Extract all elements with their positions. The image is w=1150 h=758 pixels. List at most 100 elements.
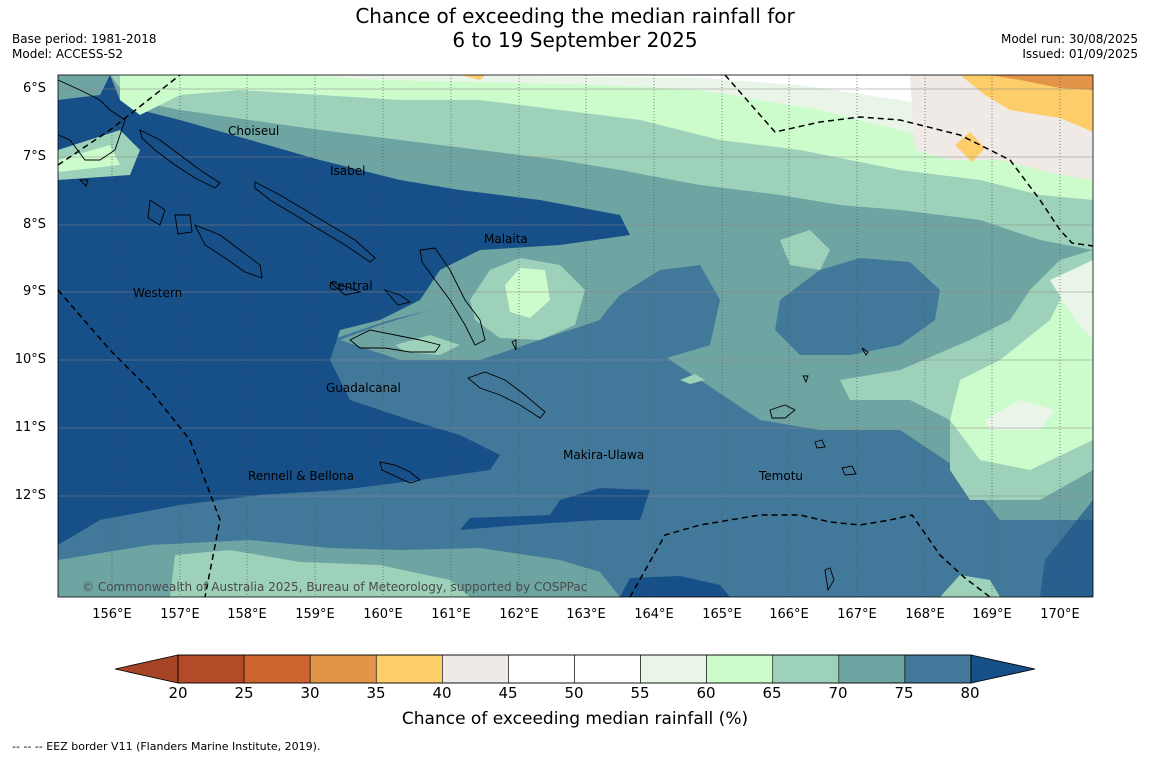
colorbar-cell (375, 654, 443, 684)
colorbar-cell (706, 654, 774, 684)
island-small3 (861, 347, 869, 356)
island-makira (467, 371, 546, 419)
lon-label-169e: 169°E (972, 607, 1012, 622)
region-label-central: Central (329, 279, 373, 293)
lat-label-7s: 7°S (22, 149, 46, 164)
colorbar-tick-65: 65 (762, 684, 782, 702)
map-frame (57, 74, 1094, 598)
island-isabel (254, 181, 376, 263)
island-new-georgia (194, 224, 263, 279)
colorbar-title: Chance of exceeding median rainfall (%) (401, 709, 749, 729)
lat-label-11s: 11°S (14, 420, 46, 435)
colorbar-tick-60: 60 (696, 684, 716, 702)
map-title: Chance of exceeding the median rainfall … (0, 4, 1150, 52)
colorbar-cell (309, 654, 377, 684)
band-65-70-east-spot (780, 230, 830, 270)
band-80-patch-s (620, 576, 730, 597)
lon-label-160e: 160°E (363, 607, 403, 622)
lon-label-164e: 164°E (634, 607, 674, 622)
island-vella (147, 199, 166, 226)
lon-label-162e: 162°E (499, 607, 539, 622)
colorbar-cell (442, 654, 509, 684)
colorbar-cells (177, 654, 972, 684)
island-choiseul (139, 129, 221, 189)
band-65-70-guad (395, 335, 460, 355)
colorbar-tick-50: 50 (564, 684, 584, 702)
region-label-makira-ulawa: Makira-Ulawa (563, 448, 645, 462)
lat-label-10s: 10°S (14, 352, 46, 367)
island-vanikoro (841, 465, 857, 476)
lon-gridlines (111, 75, 1061, 597)
lat-label-6s: 6°S (22, 81, 46, 96)
colorbar-tick-30: 30 (300, 684, 320, 702)
island-small4 (802, 375, 809, 384)
colorbar-cell (177, 654, 245, 684)
island-guadalcanal (349, 329, 441, 353)
copyright-text: © Commonwealth of Australia 2025, Bureau… (82, 580, 588, 594)
lat-label-8s: 8°S (22, 217, 46, 232)
map-title-line1: Chance of exceeding the median rainfall … (355, 4, 795, 28)
colorbar (114, 654, 1036, 684)
band-65-70-spot (680, 374, 705, 384)
model-run-text: Model run: 30/08/2025 (1000, 32, 1138, 46)
band-60-65-east (950, 260, 1093, 470)
region-label-western: Western (133, 286, 183, 300)
band-55-60-east2 (1050, 260, 1093, 340)
band-65-70-south (170, 550, 470, 597)
island-small (78, 179, 89, 187)
band-65-70-se (940, 575, 1000, 597)
band-75-80-center (590, 265, 720, 360)
lat-label-9s: 9°S (22, 284, 46, 299)
region-label-rennell-bellona: Rennell & Bellona (248, 469, 355, 483)
band-30-35-ne (990, 75, 1093, 90)
band-80-se (1040, 500, 1093, 597)
island-bougainville (57, 79, 126, 161)
lon-label-165e: 165°E (702, 607, 742, 622)
band-35-40-spot (955, 132, 985, 162)
band-70-75-nw (58, 75, 110, 100)
island-south (824, 567, 835, 592)
colorbar-tick-40: 40 (432, 684, 452, 702)
island-kolombangara (174, 214, 193, 235)
colorbar-frame (177, 654, 972, 684)
band-35-40-n (460, 75, 485, 80)
island-central (329, 281, 362, 296)
colorbar-tick-35: 35 (366, 684, 386, 702)
band-80-patch (460, 488, 650, 530)
colorbar-cell (574, 654, 641, 684)
colorbar-cell (508, 654, 575, 684)
lon-label-167e: 167°E (837, 607, 877, 622)
region-label-temotu: Temotu (759, 469, 804, 483)
region-label-malaita: Malaita (484, 232, 528, 246)
lon-label-163e: 163°E (566, 607, 606, 622)
colorbar-tick-70: 70 (828, 684, 848, 702)
lon-label-168e: 168°E (905, 607, 945, 622)
colorbar-cell (904, 654, 972, 684)
islands (57, 79, 869, 592)
island-small2 (511, 339, 517, 351)
island-russell (383, 289, 412, 306)
colorbar-tick-25: 25 (234, 684, 254, 702)
base-period-text: Base period: 1981-2018 (12, 32, 157, 46)
issued-text: Issued: 01/09/2025 (1022, 47, 1138, 61)
colorbar-tick-20: 20 (168, 684, 188, 702)
lon-label-157e: 157°E (160, 607, 200, 622)
band-75-80-east (775, 258, 940, 355)
band-60-65-center (505, 268, 550, 318)
colorbar-tick-75: 75 (894, 684, 914, 702)
region-label-choiseul: Choiseul (228, 124, 280, 138)
colorbar-cell (772, 654, 840, 684)
map-title-line2: 6 to 19 September 2025 (452, 28, 698, 52)
lon-label-161e: 161°E (431, 607, 471, 622)
lat-gridlines (58, 88, 1093, 497)
colorbar-extend-low (114, 654, 179, 684)
island-malaita (419, 247, 486, 346)
band-60-65-west (58, 145, 120, 172)
region-label-isabel: Isabel (330, 164, 366, 178)
model-text: Model: ACCESS-S2 (12, 47, 124, 61)
eez-border (57, 74, 1094, 598)
colorbar-tick-80: 80 (960, 684, 980, 702)
lon-label-170e: 170°E (1040, 607, 1080, 622)
colorbar-cell (243, 654, 311, 684)
